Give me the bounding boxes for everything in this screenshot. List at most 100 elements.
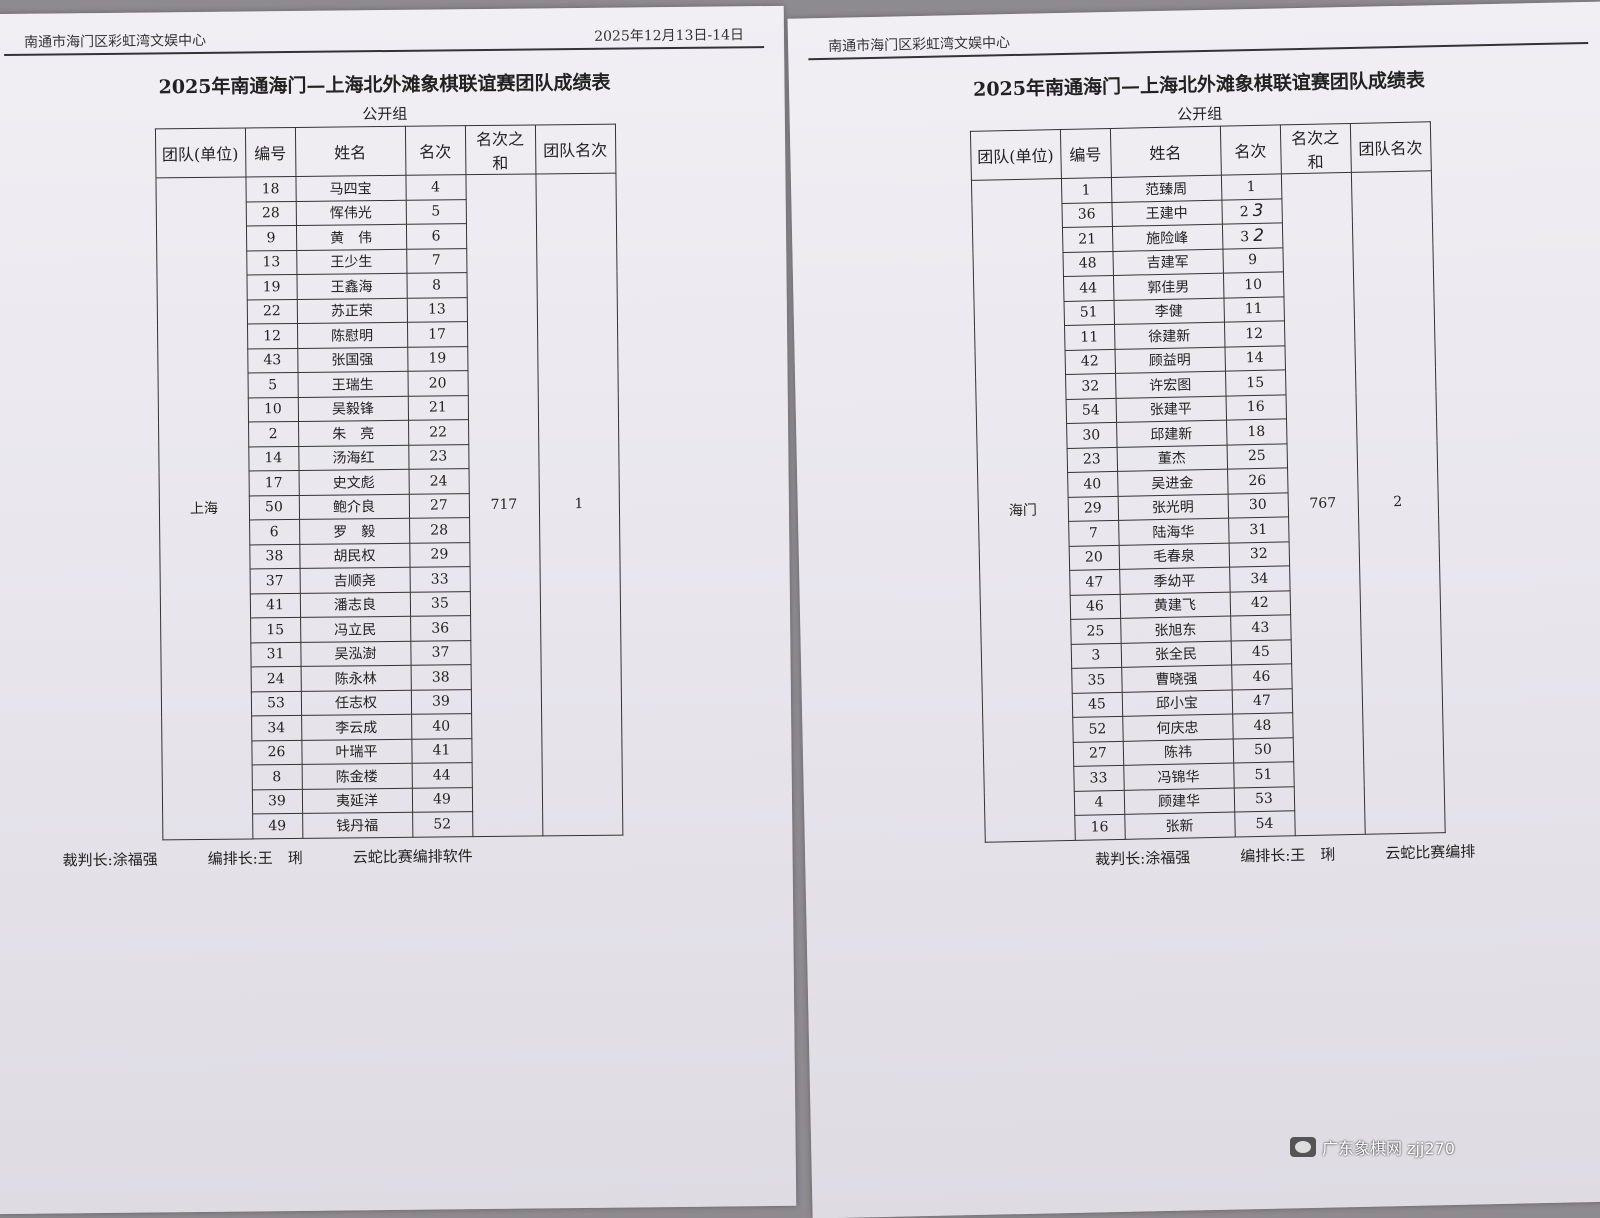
player-rank: 39 (410, 689, 472, 715)
player-rank: 43 (1230, 614, 1291, 641)
rank-value: 29 (430, 546, 449, 563)
player-name: 张全民 (1120, 640, 1232, 668)
player-number: 21 (1061, 226, 1113, 253)
column-header: 名次之和 (464, 124, 536, 175)
player-number: 43 (247, 347, 298, 373)
player-number: 4 (1073, 789, 1125, 816)
rank-value: 26 (1248, 472, 1267, 489)
rank-value: 14 (1245, 350, 1264, 367)
player-name: 董杰 (1116, 444, 1228, 472)
player-rank: 30 (1227, 492, 1289, 519)
player-rank: 4 (405, 174, 466, 200)
player-number: 24 (250, 666, 301, 692)
player-number: 37 (249, 568, 300, 594)
player-name: 王鑫海 (296, 273, 407, 299)
player-rank: 29 (409, 542, 470, 568)
rank-value: 53 (1254, 790, 1274, 808)
player-number: 42 (1064, 348, 1116, 375)
player-name: 郭佳男 (1112, 273, 1224, 300)
player-name: 许宏图 (1115, 371, 1226, 398)
player-number: 38 (249, 543, 300, 569)
player-number: 45 (1071, 691, 1123, 718)
player-rank: 35 (409, 591, 471, 617)
player-name: 毛春泉 (1118, 542, 1230, 570)
player-name: 王建中 (1111, 199, 1222, 227)
player-rank: 17 (406, 321, 468, 347)
column-header: 名次之和 (1279, 123, 1351, 174)
player-number: 13 (246, 249, 297, 275)
player-number: 52 (1072, 716, 1123, 742)
footer-text: 裁判长:涂福强 (1095, 847, 1191, 868)
rank-value: 12 (1245, 325, 1264, 342)
player-rank: 7 (406, 248, 467, 274)
player-name: 胡民权 (299, 542, 410, 569)
player-name: 冯立民 (300, 616, 411, 642)
column-header: 团队(单位) (969, 129, 1061, 181)
player-number: 54 (1065, 397, 1117, 424)
rank-value: 40 (432, 718, 451, 735)
player-rank: 47 (1231, 688, 1293, 715)
rank-sum: 717 (465, 173, 543, 837)
footer-text: 云蛇比赛编排 (1385, 841, 1476, 862)
player-rank: 44 (411, 762, 472, 788)
rank-value: 54 (1255, 815, 1274, 832)
rank-value: 44 (432, 767, 451, 784)
player-name: 汤海红 (298, 444, 409, 471)
rank-value: 31 (1249, 521, 1268, 538)
score-sheet-shanghai: 南通市海门区彩虹湾文娱中心 2025年12月13日-14日 2025年南通海门—上… (0, 5, 797, 1215)
event-date: 2025年12月13日-14日 (594, 27, 745, 45)
player-rank: 9 (1222, 247, 1283, 274)
player-name: 吴泓澍 (300, 640, 411, 667)
rank-value: 36 (431, 620, 450, 637)
player-name: 王瑞生 (297, 371, 408, 397)
results-table: 团队(单位) 编号 姓名 名次 名次之和 团队名次 海门 1 范臻周 1 767 2 36 王建中 2 3 21… (969, 121, 1445, 842)
player-number: 33 (1073, 765, 1124, 791)
player-rank: 41 (411, 738, 472, 764)
player-name: 张国强 (297, 346, 408, 373)
player-name: 吉建军 (1112, 248, 1223, 276)
player-rank: 33 (409, 566, 470, 592)
player-number: 48 (1062, 250, 1113, 277)
rank-value: 49 (432, 791, 451, 808)
rank-value: 23 (429, 448, 448, 465)
player-rank: 37 (410, 640, 471, 666)
rank-value: 11 (1244, 301, 1263, 318)
footer-text: 编排长:王 琍 (1240, 844, 1336, 865)
column-header: 团队(单位) (154, 127, 246, 178)
player-number: 27 (1072, 740, 1124, 767)
rank-value: 4 (431, 179, 441, 196)
team-rank: 1 (535, 173, 623, 836)
player-rank: 49 (411, 787, 473, 813)
player-name: 吉顺尧 (299, 567, 410, 593)
player-name: 史文彪 (298, 469, 409, 495)
player-number: 26 (251, 739, 302, 765)
rank-value: 34 (1250, 570, 1269, 587)
column-header: 姓名 (294, 126, 406, 177)
player-rank: 24 (408, 468, 469, 494)
player-rank: 16 (1225, 394, 1287, 421)
player-name: 陆海华 (1118, 518, 1229, 545)
player-rank: 21 (407, 395, 469, 421)
player-name: 施险峰 (1111, 224, 1223, 251)
player-name: 李云成 (301, 714, 412, 740)
player-number: 44 (1062, 275, 1114, 302)
rank-value: 46 (1252, 668, 1271, 685)
player-name: 冯锦华 (1123, 763, 1234, 790)
player-rank: 54 (1234, 810, 1295, 837)
watermark-text: 广东象棋网 zjj270 (1322, 1139, 1455, 1158)
player-name: 吴进金 (1117, 469, 1228, 496)
player-number: 9 (245, 225, 297, 251)
player-name: 顾益明 (1114, 346, 1226, 374)
player-name: 罗 毅 (299, 518, 410, 544)
player-number: 18 (245, 176, 296, 202)
player-name: 夷延洋 (301, 787, 413, 814)
rank-value: 39 (431, 693, 450, 710)
player-number: 31 (250, 641, 301, 667)
player-number: 50 (248, 494, 300, 520)
player-name: 陈永林 (300, 665, 411, 691)
footer-text: 编排长:王 琍 (207, 848, 303, 868)
player-name: 陈金楼 (301, 763, 412, 789)
player-name: 张光明 (1117, 493, 1229, 521)
column-header: 名次 (1219, 124, 1281, 176)
